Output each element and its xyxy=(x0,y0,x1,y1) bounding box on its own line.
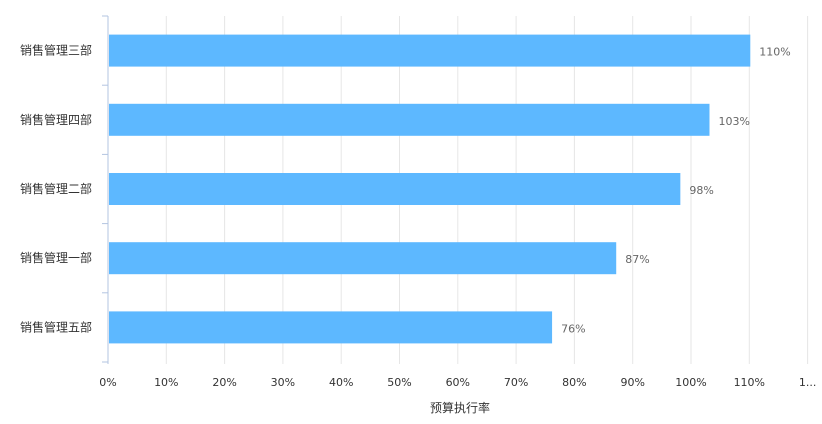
x-tick-label: 10% xyxy=(154,376,178,389)
x-tick-label: 100% xyxy=(675,376,706,389)
x-tick-label: 110% xyxy=(734,376,765,389)
x-tick-label: 60% xyxy=(446,376,470,389)
value-label: 98% xyxy=(689,184,713,197)
x-tick-label: 90% xyxy=(620,376,644,389)
value-label: 76% xyxy=(561,322,585,335)
x-tick-label: 20% xyxy=(212,376,236,389)
category-label: 销售管理三部 xyxy=(20,43,92,58)
bar xyxy=(109,173,681,205)
category-label: 销售管理四部 xyxy=(20,112,92,127)
x-tick-label: 70% xyxy=(504,376,528,389)
value-label: 103% xyxy=(718,115,749,128)
value-label: 110% xyxy=(759,46,790,59)
bars-group: 110% 103% 98% 87% 76% xyxy=(109,34,791,344)
category-label: 销售管理二部 xyxy=(20,181,92,196)
category-label: 销售管理五部 xyxy=(20,319,92,334)
x-tick-label: 40% xyxy=(329,376,353,389)
x-tick-label: 50% xyxy=(387,376,411,389)
x-tick-label: 80% xyxy=(562,376,586,389)
bar xyxy=(109,103,710,136)
bar xyxy=(109,34,751,67)
x-tick-label: 30% xyxy=(271,376,295,389)
x-tick-label: 1... xyxy=(799,376,817,389)
category-label: 销售管理一部 xyxy=(20,250,92,265)
x-tick-label: 0% xyxy=(99,376,116,389)
x-axis-title: 预算执行率 xyxy=(430,400,490,415)
axes-group: 0% 10% 20% 30% 40% 50% 60% 70% 80% 90% 100% 110% 1..… xyxy=(20,15,817,389)
bar xyxy=(109,311,553,344)
bar xyxy=(109,242,617,275)
value-label: 87% xyxy=(625,253,649,266)
